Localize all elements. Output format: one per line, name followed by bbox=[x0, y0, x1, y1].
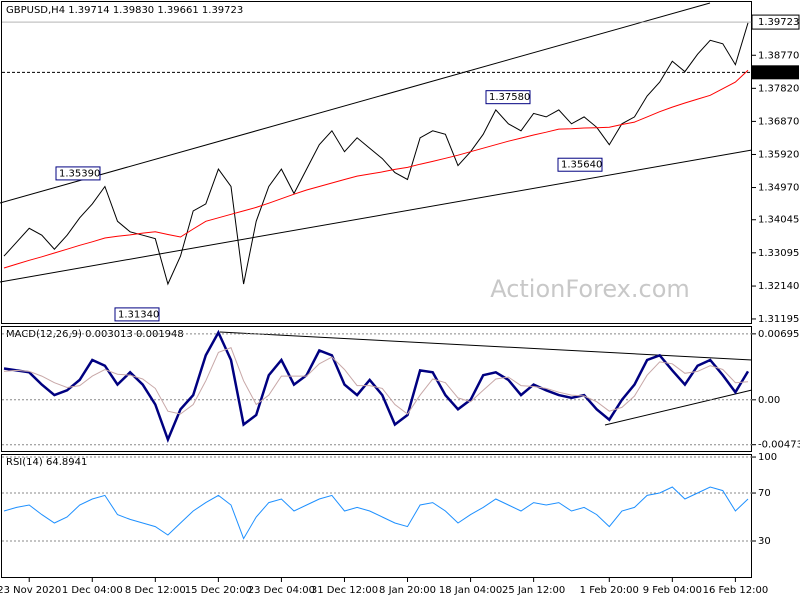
y-tick-label: 0.006956 bbox=[758, 329, 800, 340]
x-tick-label: 1 Feb 20:00 bbox=[580, 585, 639, 596]
watermark: ActionForex.com bbox=[490, 275, 690, 303]
signal-reading: 0.001948 bbox=[136, 329, 184, 340]
x-tick-label: 31 Dec 12:00 bbox=[311, 585, 378, 596]
x-tick-label: 18 Jan 04:00 bbox=[439, 585, 502, 596]
x-tick-label: 1 Dec 04:00 bbox=[62, 585, 123, 596]
macd-trendline-lower bbox=[604, 389, 753, 426]
y-tick-label: 1.37820 bbox=[758, 83, 799, 94]
x-tick-label: 16 Feb 12:00 bbox=[703, 585, 769, 596]
macd-header: MACD(12,26,9) 0.003013 0.001948 bbox=[6, 329, 184, 340]
annotation: 1.35640 bbox=[561, 160, 602, 171]
y-tick-label: 1.31195 bbox=[758, 314, 799, 325]
channel-upper bbox=[0, 2, 711, 204]
series-line bbox=[3, 347, 749, 415]
x-tick-label: 25 Jan 12:00 bbox=[502, 585, 565, 596]
macd-panel bbox=[1, 326, 752, 452]
high: 1.39830 bbox=[113, 5, 154, 16]
y-tick-label: 1.38770 bbox=[758, 50, 799, 61]
y-tick-label: -0.004736 bbox=[758, 440, 800, 451]
rsi-header: RSI(14) 64.8941 bbox=[6, 457, 87, 468]
macd-trendline-upper bbox=[219, 331, 753, 361]
price-panel bbox=[1, 1, 752, 324]
y-tick-label: 70 bbox=[758, 488, 771, 499]
y-tick-label: 1.34970 bbox=[758, 183, 799, 194]
annotation-box bbox=[557, 157, 603, 172]
channel-lower bbox=[0, 149, 753, 283]
last-price-box bbox=[751, 14, 800, 30]
macd-title: MACD(12,26,9) bbox=[6, 329, 82, 340]
symbol: GBPUSD,H4 bbox=[6, 5, 65, 16]
x-tick-label: 9 Feb 04:00 bbox=[643, 585, 702, 596]
y-tick-label: 1.33095 bbox=[758, 248, 799, 259]
annotation-box bbox=[485, 90, 531, 105]
rsi-reading: 64.8941 bbox=[46, 457, 87, 468]
y-tick-label: 1.32140 bbox=[758, 281, 799, 292]
annotation: 1.37580 bbox=[489, 92, 530, 103]
rsi-panel bbox=[1, 454, 752, 578]
rsi-title: RSI(14) bbox=[6, 457, 43, 468]
close: 1.39723 bbox=[202, 5, 243, 16]
annotation: 1.31340 bbox=[118, 309, 159, 320]
annotation-box bbox=[55, 166, 101, 181]
y-tick-label: 30 bbox=[758, 536, 771, 547]
x-tick-label: 23 Dec 04:00 bbox=[248, 585, 315, 596]
low: 1.39661 bbox=[157, 5, 198, 16]
x-tick-label: 8 Jan 20:00 bbox=[379, 585, 436, 596]
series-line bbox=[3, 69, 749, 269]
annotation-box bbox=[114, 307, 160, 322]
y-tick-label: 100 bbox=[758, 452, 777, 463]
y-tick-label: 1.35920 bbox=[758, 149, 799, 160]
level-box bbox=[752, 65, 799, 80]
x-tick-label: 23 Nov 2020 bbox=[0, 585, 61, 596]
open: 1.39714 bbox=[68, 5, 109, 16]
y-tick-label: 1.36870 bbox=[758, 116, 799, 127]
series-line bbox=[3, 486, 749, 540]
x-tick-label: 8 Dec 12:00 bbox=[125, 585, 186, 596]
price-header: GBPUSD,H4 1.39714 1.39830 1.39661 1.3972… bbox=[6, 5, 243, 16]
level-label: 1.38280 bbox=[758, 67, 799, 78]
series-line bbox=[3, 22, 749, 286]
last-price-label: 1.39723 bbox=[758, 17, 799, 28]
annotation: 1.35390 bbox=[59, 168, 100, 179]
y-tick-label: 0.00 bbox=[758, 395, 780, 406]
macd-reading: 0.003013 bbox=[85, 329, 133, 340]
x-tick-label: 15 Dec 20:00 bbox=[185, 585, 252, 596]
y-tick-label: 1.34045 bbox=[758, 215, 799, 226]
